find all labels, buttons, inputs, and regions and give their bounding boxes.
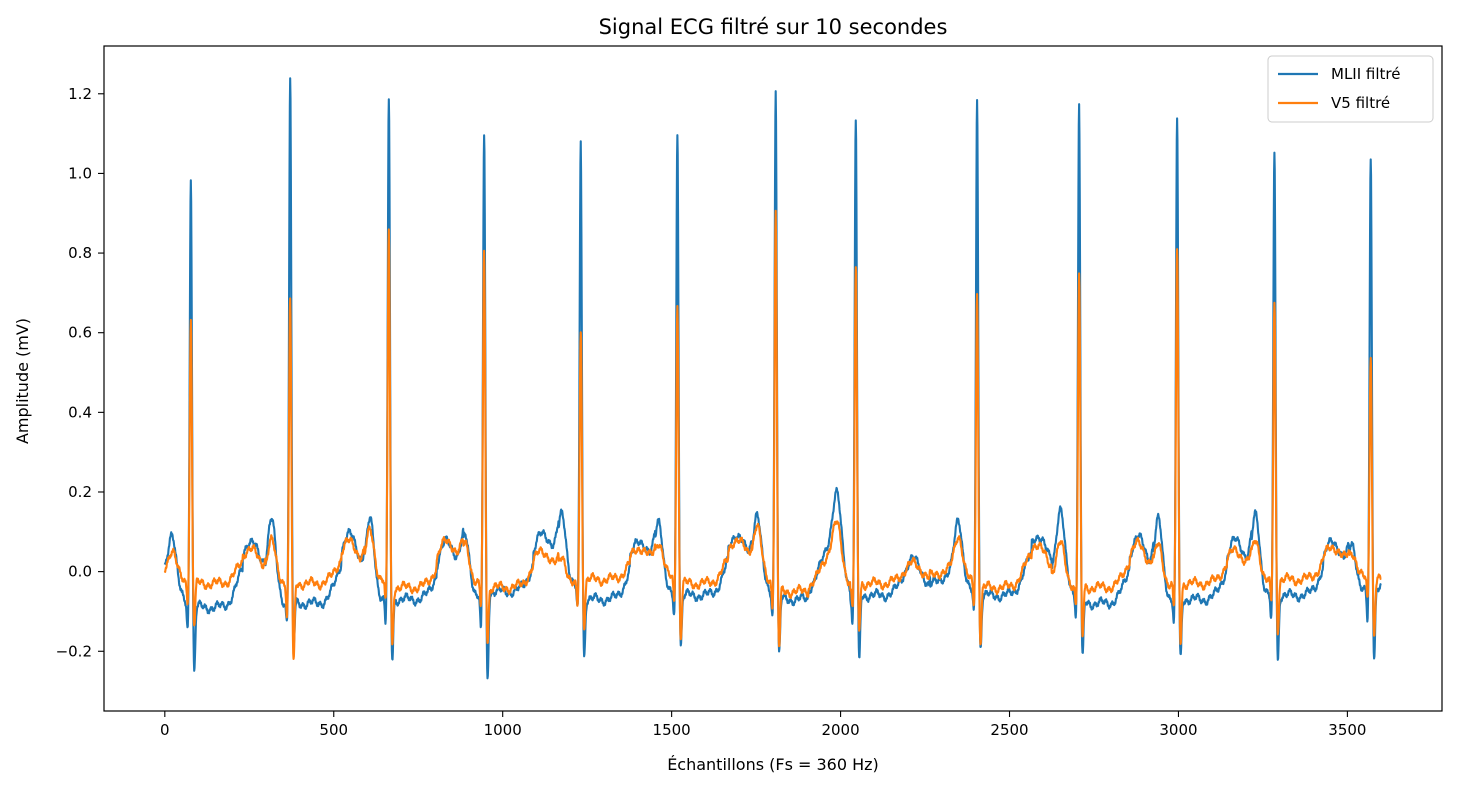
- x-tick-label: 2000: [821, 721, 859, 739]
- x-tick-label: 0: [160, 721, 170, 739]
- plot-frame: [103, 45, 1443, 712]
- axes: 0 500 1000 1500 2000 2500 3000 3500 −0.2 0.0 0.2 0.…: [56, 45, 1443, 739]
- x-tick-label: 3000: [1159, 721, 1197, 739]
- legend: MLII filtré V5 filtré: [1267, 55, 1434, 123]
- y-tick-label: 0.6: [68, 324, 92, 342]
- plot-area: [163, 77, 1382, 680]
- x-tick-label: 1000: [484, 721, 522, 739]
- y-axis-label: Amplitude (mV): [13, 318, 32, 444]
- chart-title: Signal ECG filtré sur 10 secondes: [599, 15, 948, 39]
- legend-label: MLII filtré: [1331, 65, 1400, 83]
- x-axis-label: Échantillons (Fs = 360 Hz): [667, 755, 879, 774]
- y-tick-label: 1.2: [68, 85, 92, 103]
- legend-box: [1267, 55, 1434, 123]
- y-tick-label: 0.4: [68, 403, 92, 421]
- y-tick-label: 0.2: [68, 483, 92, 501]
- y-tick-label: 0.8: [68, 244, 92, 262]
- x-tick-label: 3500: [1328, 721, 1366, 739]
- y-tick-label: −0.2: [56, 642, 92, 660]
- legend-label: V5 filtré: [1331, 94, 1390, 112]
- y-tick-label: 0.0: [68, 563, 92, 581]
- x-tick-label: 2500: [990, 721, 1028, 739]
- series-line-v5: [163, 209, 1382, 660]
- y-tick-label: 1.0: [68, 164, 92, 182]
- x-tick-label: 1500: [653, 721, 691, 739]
- x-tick-label: 500: [319, 721, 348, 739]
